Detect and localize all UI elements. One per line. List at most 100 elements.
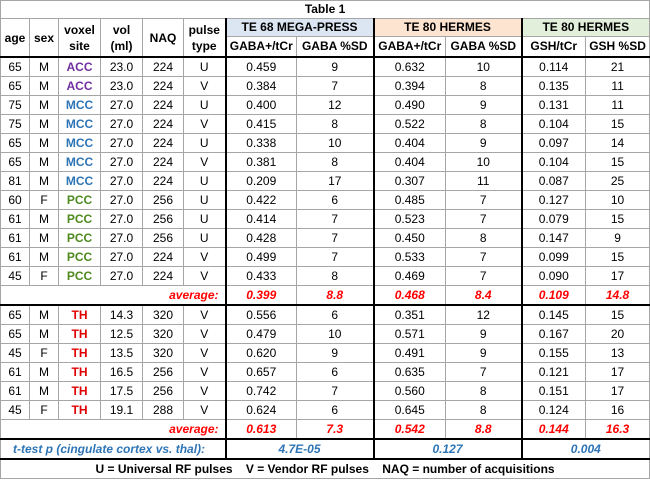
pulse-type-cell: V: [183, 114, 227, 134]
voxel-site-cell: MCC: [58, 171, 101, 191]
sex-cell: M: [29, 56, 59, 77]
col-header-g3-ratio: GSH/tCr: [521, 36, 586, 58]
naq-cell: 320: [142, 304, 184, 325]
pulse-type-cell: V: [183, 304, 227, 325]
average-value-g2a: 0.542: [373, 419, 446, 440]
col-header-g1-sd: GABA %SD: [296, 36, 375, 58]
gaba-ratio-te80-cell: 0.523: [373, 209, 446, 229]
naq-cell: 224: [142, 114, 184, 134]
gaba-ratio-te68-cell: 0.384: [225, 76, 297, 96]
gsh-ratio-cell: 0.104: [521, 114, 586, 134]
gaba-sd-te80-cell: 9: [445, 343, 523, 363]
table-row: 61 M TH 17.5 256 V 0.742 7 0.560 8 0.151 17: [0, 381, 650, 401]
gaba-ratio-te80-cell: 0.404: [373, 133, 446, 153]
age-cell: 61: [0, 381, 30, 401]
table-row: 61 M PCC 27.0 256 U 0.414 7 0.523 7 0.079 15: [0, 209, 650, 229]
table-row: 81 M MCC 27.0 224 U 0.209 17 0.307 11 0.087 25: [0, 171, 650, 191]
naq-cell: 256: [142, 190, 184, 210]
gaba-ratio-te80-cell: 0.645: [373, 400, 446, 420]
gsh-ratio-cell: 0.147: [521, 228, 586, 248]
gaba-sd-te68-cell: 9: [296, 56, 375, 77]
table-row: 45 F TH 13.5 320 V 0.620 9 0.491 9 0.155 13: [0, 343, 650, 363]
gaba-ratio-te68-cell: 0.414: [225, 209, 297, 229]
gsh-sd-cell: 25: [584, 171, 650, 191]
gaba-ratio-te80-cell: 0.632: [373, 56, 446, 77]
gsh-sd-cell: 15: [584, 114, 650, 134]
vol-cell: 27.0: [100, 152, 143, 172]
sex-cell: M: [29, 381, 59, 401]
voxel-site-cell: ACC: [58, 76, 101, 96]
naq-cell: 224: [142, 247, 184, 267]
sex-cell: M: [29, 114, 59, 134]
voxel-site-cell: TH: [58, 324, 101, 344]
average-value-g2a: 0.468: [373, 285, 446, 306]
gsh-sd-cell: 16: [584, 400, 650, 420]
pulse-type-cell: V: [183, 381, 227, 401]
gsh-sd-cell: 15: [584, 152, 650, 172]
pulse-type-cell: V: [183, 343, 227, 363]
gaba-sd-te68-cell: 6: [296, 400, 375, 420]
gaba-ratio-te80-cell: 0.469: [373, 266, 446, 286]
gsh-ratio-cell: 0.114: [521, 56, 586, 77]
age-cell: 65: [0, 56, 30, 77]
gaba-sd-te68-cell: 7: [296, 228, 375, 248]
age-cell: 45: [0, 343, 30, 363]
gsh-sd-cell: 15: [584, 304, 650, 325]
vol-cell: 13.5: [100, 343, 143, 363]
naq-cell: 224: [142, 56, 184, 77]
gsh-sd-cell: 17: [584, 266, 650, 286]
average-value-g1b: 8.8: [296, 285, 375, 306]
table-row: 65 M TH 14.3 320 V 0.556 6 0.351 12 0.145 15: [0, 304, 650, 325]
gsh-ratio-cell: 0.104: [521, 152, 586, 172]
average-row: average: 0.399 8.8 0.468 8.4 0.109 14.8: [0, 285, 650, 306]
gaba-sd-te68-cell: 9: [296, 343, 375, 363]
average-value-g3b: 16.3: [584, 419, 650, 440]
sex-cell: M: [29, 133, 59, 153]
average-row: average: 0.613 7.3 0.542 8.8 0.144 16.3: [0, 419, 650, 440]
col-header-vol: vol (ml): [100, 18, 143, 58]
ttest-value-te80-gsh: 0.004: [520, 438, 650, 460]
col-header-age: age: [0, 18, 30, 58]
gaba-sd-te80-cell: 8: [445, 400, 523, 420]
naq-cell: 256: [142, 228, 184, 248]
age-cell: 65: [0, 152, 30, 172]
voxel-site-cell: MCC: [58, 133, 101, 153]
gaba-sd-te68-cell: 8: [296, 114, 375, 134]
gaba-sd-te68-cell: 6: [296, 304, 375, 325]
gaba-ratio-te68-cell: 0.459: [225, 56, 297, 77]
sex-cell: M: [29, 152, 59, 172]
table-row: 60 F PCC 27.0 256 U 0.422 6 0.485 7 0.127 10: [0, 190, 650, 210]
gaba-ratio-te80-cell: 0.394: [373, 76, 446, 96]
sex-cell: M: [29, 228, 59, 248]
gaba-sd-te80-cell: 9: [445, 95, 523, 115]
voxel-site-cell: PCC: [58, 190, 101, 210]
sex-cell: F: [29, 266, 59, 286]
sex-cell: F: [29, 400, 59, 420]
vol-cell: 27.0: [100, 114, 143, 134]
col-header-g2-sd: GABA %SD: [445, 36, 523, 58]
gaba-sd-te68-cell: 7: [296, 209, 375, 229]
col-header-sex: sex: [29, 18, 59, 58]
gaba-sd-te68-cell: 12: [296, 95, 375, 115]
voxel-site-cell: MCC: [58, 152, 101, 172]
sex-cell: M: [29, 362, 59, 382]
voxel-site-cell: ACC: [58, 56, 101, 77]
voxel-site-cell: PCC: [58, 209, 101, 229]
table-row: 65 M MCC 27.0 224 U 0.338 10 0.404 9 0.097 14: [0, 133, 650, 153]
pulse-type-cell: V: [183, 400, 227, 420]
gsh-ratio-cell: 0.099: [521, 247, 586, 267]
gaba-ratio-te80-cell: 0.485: [373, 190, 446, 210]
gsh-ratio-cell: 0.090: [521, 266, 586, 286]
sex-cell: M: [29, 76, 59, 96]
col-header-g3-sd: GSH %SD: [584, 36, 650, 58]
vol-cell: 23.0: [100, 76, 143, 96]
voxel-site-cell: MCC: [58, 95, 101, 115]
average-value-g2b: 8.8: [445, 419, 523, 440]
gsh-sd-cell: 10: [584, 190, 650, 210]
pulse-type-cell: U: [183, 133, 227, 153]
gsh-ratio-cell: 0.131: [521, 95, 586, 115]
pulse-type-cell: U: [183, 190, 227, 210]
naq-cell: 224: [142, 152, 184, 172]
vol-cell: 27.0: [100, 247, 143, 267]
col-header-naq: NAQ: [142, 18, 184, 58]
